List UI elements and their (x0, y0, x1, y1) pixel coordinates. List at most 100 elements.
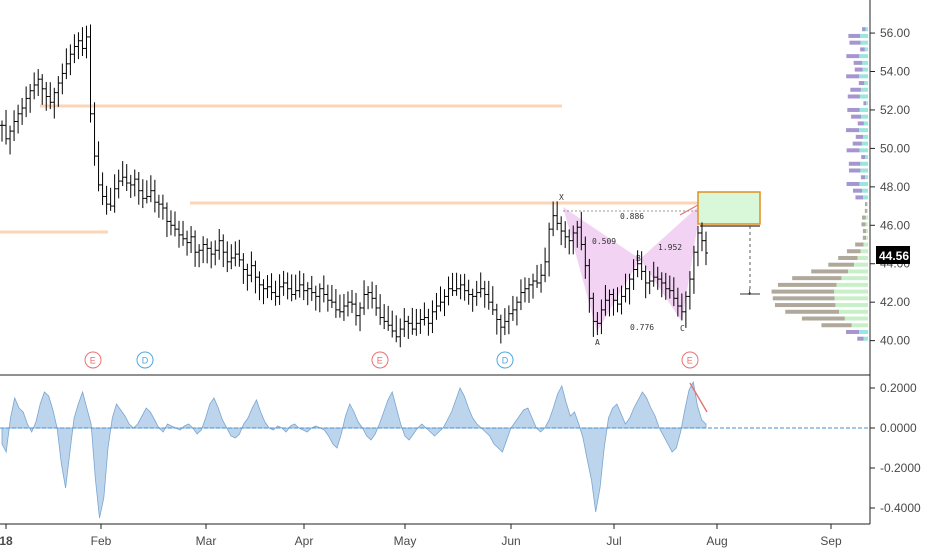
ohlc-bar (189, 226, 194, 254)
volume-profile-bar (846, 54, 860, 59)
volume-profile-bar (834, 296, 868, 301)
volume-profile-bar (863, 242, 868, 247)
event-marker[interactable]: E (371, 351, 389, 369)
oscillator-axis[interactable]: 0.2000 0.0000 -0.2000 -0.4000 (870, 381, 921, 515)
ohlc-bar (185, 230, 190, 256)
volume-profile-bar (851, 114, 862, 119)
price-axis[interactable]: 56.0054.0052.0050.0048.0046.0044.0042.00… (870, 26, 910, 348)
ohlc-bar (261, 279, 266, 305)
time-tick-label: Sep (820, 534, 842, 548)
event-marker-label: E (687, 356, 693, 366)
ohlc-bar (571, 225, 576, 255)
ohlc-bar (651, 261, 656, 287)
ohlc-bar (4, 109, 9, 145)
volume-profile-bar (861, 114, 868, 119)
ohlc-bar (667, 275, 672, 299)
ohlc-bar (329, 284, 334, 309)
ohlc-bar (494, 303, 499, 335)
event-marker[interactable]: E (681, 351, 699, 369)
ohlc-bar (506, 305, 511, 335)
ohlc-bar (704, 231, 708, 266)
volume-profile-bar (846, 128, 860, 133)
ohlc-bar (144, 180, 149, 204)
ohlc-bar (36, 69, 41, 96)
ohlc-bar (120, 161, 125, 187)
ohlc-bar (197, 244, 202, 268)
ohlc-bar (378, 294, 383, 325)
volume-profile-bar (859, 107, 868, 112)
ohlc-bar (631, 259, 636, 290)
volume-profile-bar (862, 215, 866, 220)
ohlc-bar (44, 81, 49, 111)
volume-profile-bar (854, 67, 863, 72)
ohlc-bar (615, 287, 620, 313)
ohlc-bar (510, 295, 515, 321)
volume-profile-bar (866, 202, 868, 207)
volume-profile-bar (858, 81, 865, 86)
ohlc-bar (514, 296, 519, 326)
target-zone-box[interactable] (697, 191, 761, 225)
volume-profile-bar (846, 329, 860, 334)
volume-profile-bar (834, 289, 868, 294)
volume-profile-bar (866, 101, 868, 106)
trend-arrow-up (679, 204, 699, 216)
ohlc-bar (543, 247, 548, 283)
volume-profile-bar (857, 121, 864, 126)
volume-profile-bar (849, 40, 861, 45)
volume-profile-bar (866, 235, 868, 240)
ohlc-bar (345, 291, 350, 317)
ohlc-bar (522, 277, 527, 303)
pattern-b-label: B (636, 254, 641, 263)
volume-profile-bar (863, 336, 868, 341)
volume-profile-bar (863, 101, 867, 106)
ohlc-bar (48, 82, 53, 110)
volume-profile-bar (862, 229, 867, 234)
ohlc-bar (152, 179, 157, 213)
ohlc-bar (382, 304, 387, 330)
ohlc-bar (12, 110, 17, 142)
volume-profile-bar (860, 87, 868, 92)
volume-profile-bar (862, 27, 866, 32)
ohlc-bar (502, 308, 507, 336)
volume-profile-bar (861, 222, 866, 227)
ohlc-bar (583, 236, 588, 279)
ohlc-bar (16, 104, 21, 134)
event-marker[interactable]: D (496, 351, 514, 369)
volume-profile-bar (864, 47, 868, 52)
time-tick-label: 18 (0, 534, 13, 548)
volume-profile-bar (846, 74, 860, 79)
ohlc-bar (96, 141, 101, 192)
ohlc-bar (683, 291, 688, 328)
ohlc-bar (358, 302, 363, 332)
event-marker[interactable]: E (84, 351, 102, 369)
ohlc-bar (462, 273, 467, 301)
volume-profile-bar (859, 94, 868, 99)
volume-profile-bar (848, 161, 861, 166)
ohlc-bar (406, 315, 411, 339)
volume-profile-bar (860, 40, 868, 45)
pattern-a-label: A (595, 338, 600, 347)
volume-profile-bar (865, 155, 868, 160)
ohlc-bar (490, 286, 495, 315)
ohlc-bar (691, 245, 696, 294)
ohlc-bar (349, 289, 354, 314)
osc-divergence-line (689, 382, 708, 413)
volume-profile-bar (852, 188, 862, 193)
price-tick-label: 48.00 (880, 180, 910, 194)
event-marker[interactable]: D (136, 351, 154, 369)
ohlc-bar (579, 211, 584, 251)
ohlc-bar (245, 263, 250, 291)
ohlc-bar (591, 292, 596, 337)
ohlc-bar (695, 225, 700, 267)
ohlc-bar (249, 251, 254, 283)
time-tick-label: Aug (706, 534, 727, 548)
time-tick-label: Jun (501, 534, 520, 548)
volume-profile-bar (839, 309, 868, 314)
ohlc-bar (555, 201, 560, 231)
ohlc-bar (265, 275, 270, 299)
volume-profile-bar (847, 107, 860, 112)
time-axis[interactable]: 18 Feb Mar Apr May Jun Jul Aug Sep (0, 524, 842, 548)
ohlc-bar (28, 84, 33, 113)
